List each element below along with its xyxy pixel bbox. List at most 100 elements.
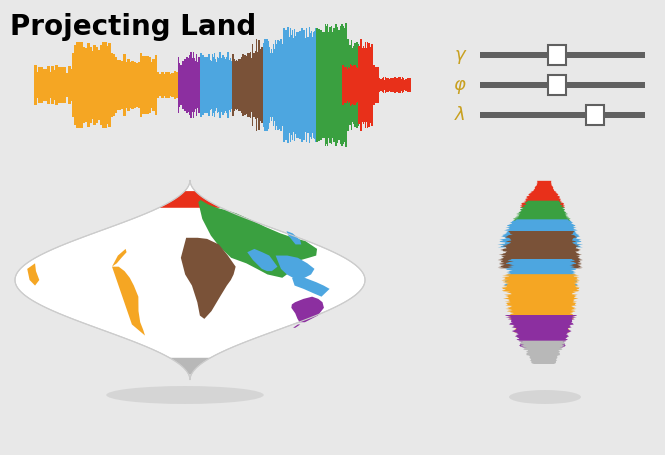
Bar: [225, 82, 227, 88]
Bar: [182, 74, 185, 96]
Bar: [226, 69, 228, 101]
Bar: [218, 82, 219, 88]
Bar: [233, 54, 234, 116]
Bar: [275, 71, 277, 99]
Bar: [376, 66, 378, 103]
Bar: [392, 78, 394, 92]
Bar: [223, 82, 225, 88]
Bar: [236, 72, 237, 98]
Bar: [140, 53, 142, 117]
Bar: [397, 80, 399, 91]
Bar: [384, 80, 385, 91]
Bar: [85, 48, 88, 122]
Bar: [395, 80, 397, 90]
Bar: [57, 67, 60, 103]
Text: Projecting Land: Projecting Land: [10, 13, 256, 41]
Bar: [384, 77, 386, 93]
Bar: [247, 71, 249, 98]
Bar: [229, 58, 231, 112]
Bar: [62, 67, 65, 103]
Bar: [371, 67, 372, 103]
Bar: [213, 82, 214, 88]
Bar: [215, 72, 217, 98]
Bar: [89, 47, 92, 123]
Bar: [272, 81, 273, 89]
Bar: [263, 68, 265, 102]
Bar: [249, 68, 251, 101]
Bar: [265, 82, 267, 88]
Bar: [393, 78, 394, 92]
Bar: [249, 81, 250, 89]
Bar: [193, 82, 194, 88]
Bar: [157, 72, 160, 98]
Polygon shape: [198, 200, 317, 278]
Bar: [342, 26, 344, 144]
Bar: [170, 74, 172, 96]
Bar: [186, 74, 189, 96]
Bar: [127, 59, 130, 111]
Bar: [254, 72, 255, 98]
Bar: [231, 61, 232, 109]
Bar: [220, 71, 221, 100]
Bar: [184, 72, 187, 98]
Bar: [211, 82, 212, 88]
Bar: [297, 71, 299, 100]
Bar: [239, 59, 241, 111]
Bar: [346, 39, 348, 131]
Bar: [181, 65, 182, 105]
Bar: [182, 61, 184, 109]
Bar: [350, 45, 351, 125]
Bar: [211, 70, 213, 101]
Bar: [224, 81, 226, 89]
Bar: [295, 72, 297, 98]
Bar: [267, 39, 268, 131]
Bar: [341, 24, 343, 146]
Bar: [226, 57, 228, 113]
Bar: [233, 81, 234, 88]
Bar: [237, 71, 239, 99]
Bar: [207, 81, 209, 88]
Bar: [209, 81, 211, 89]
Bar: [198, 57, 200, 113]
Bar: [218, 58, 219, 112]
Bar: [41, 67, 43, 102]
Bar: [360, 39, 362, 131]
Bar: [269, 71, 270, 98]
Bar: [209, 60, 211, 110]
Bar: [405, 80, 406, 91]
FancyBboxPatch shape: [548, 45, 566, 65]
Bar: [269, 82, 270, 88]
Bar: [321, 32, 323, 138]
Bar: [337, 31, 338, 139]
Bar: [208, 82, 210, 88]
Bar: [213, 53, 215, 117]
Bar: [279, 41, 281, 129]
Bar: [368, 67, 369, 103]
Bar: [278, 46, 279, 124]
Bar: [373, 65, 374, 105]
Bar: [364, 48, 365, 122]
Bar: [366, 69, 367, 101]
Bar: [241, 57, 243, 113]
Bar: [314, 31, 315, 139]
Bar: [258, 40, 259, 130]
Bar: [276, 44, 277, 126]
Bar: [273, 71, 275, 99]
Bar: [211, 61, 212, 109]
Bar: [356, 68, 358, 102]
Bar: [207, 71, 209, 99]
Bar: [219, 71, 221, 99]
Bar: [222, 81, 223, 88]
Bar: [346, 69, 348, 101]
Bar: [318, 30, 320, 141]
Bar: [220, 63, 221, 107]
Bar: [289, 68, 290, 102]
Bar: [47, 66, 49, 104]
Bar: [219, 82, 221, 88]
Polygon shape: [504, 259, 577, 286]
Bar: [74, 46, 77, 125]
Bar: [239, 68, 241, 102]
Bar: [131, 61, 134, 110]
Bar: [285, 68, 287, 102]
Bar: [299, 72, 301, 97]
